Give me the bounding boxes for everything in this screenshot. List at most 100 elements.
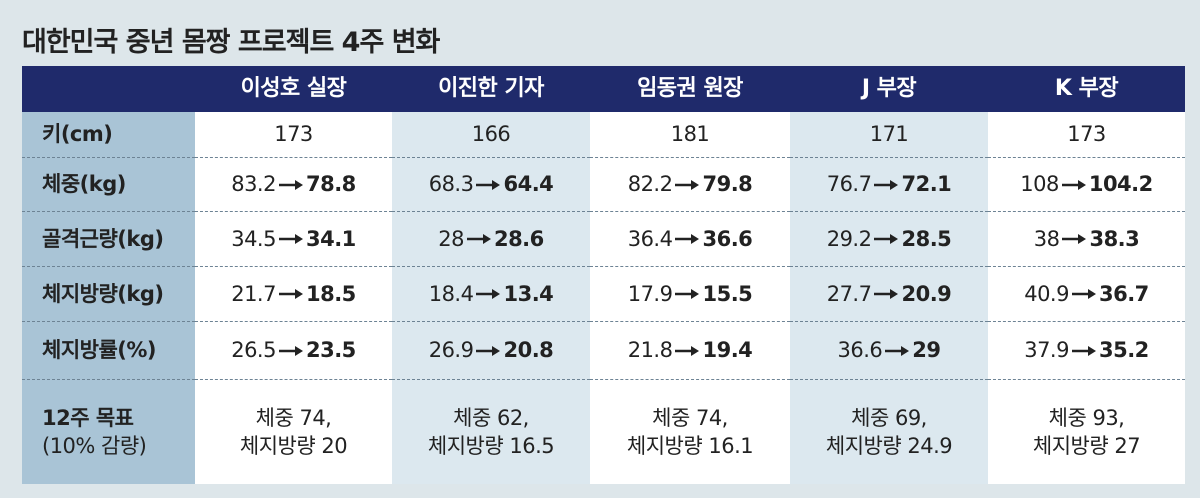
after-value: 72.1 <box>901 172 952 197</box>
after-value: 29 <box>912 338 941 363</box>
cell-value: 181 <box>670 122 710 147</box>
before-value: 28 <box>438 226 464 251</box>
cell: 36.4 36.6 <box>590 211 790 266</box>
cell: 76.7 72.1 <box>790 157 988 211</box>
cell: 18.4 13.4 <box>392 266 590 321</box>
change: 40.9 36.7 <box>1024 280 1149 308</box>
column-name: 이성호 실장 <box>240 76 347 102</box>
before-value: 26.9 <box>428 338 474 363</box>
row-label-line: (10% 감량) <box>42 434 147 458</box>
before-value: 108 <box>1020 172 1059 197</box>
change: 17.9 15.5 <box>628 280 753 308</box>
arrow <box>1061 179 1086 190</box>
column-name: 임동권 원장 <box>637 76 743 102</box>
cell-value: 166 <box>471 122 511 147</box>
header-cell: K 부장 <box>988 66 1185 112</box>
cell: 17.9 15.5 <box>590 266 790 321</box>
before-value: 34.5 <box>231 226 276 251</box>
cell: 108 104.2 <box>988 157 1185 211</box>
cell: 34.5 34.1 <box>195 211 392 266</box>
arrow <box>874 289 899 299</box>
arrow <box>1071 345 1096 356</box>
cell: 173 <box>195 112 392 157</box>
goal-line: 체지방량 20 <box>239 434 348 458</box>
arrow <box>675 234 700 244</box>
after-value: 79.8 <box>702 172 753 197</box>
row-label: 체지방률(%) <box>22 321 195 379</box>
before-value: 68.3 <box>428 172 474 197</box>
cell: 체중 69, 체지방량 24.9 <box>790 379 988 484</box>
cell: 37.9 35.2 <box>988 321 1185 379</box>
after-value: 23.5 <box>305 338 356 363</box>
arrow <box>1071 289 1096 299</box>
change: 34.5 34.1 <box>231 225 356 253</box>
row-label-text: 체중(kg) <box>42 172 126 197</box>
row-label-line: 12주 목표 <box>42 405 134 430</box>
cell: 체중 93, 체지방량 27 <box>988 379 1185 484</box>
arrow <box>278 289 303 299</box>
after-value: 64.4 <box>503 172 554 197</box>
goal-line: 체중 74, <box>652 405 728 430</box>
cell: 체중 62, 체지방량 16.5 <box>392 379 590 484</box>
cell: 68.3 64.4 <box>392 157 590 211</box>
goal-line: 체지방량 16.1 <box>626 434 754 458</box>
cell-value: 173 <box>274 122 313 147</box>
after-value: 38.3 <box>1089 226 1140 251</box>
cell: 36.6 29 <box>790 321 988 379</box>
row-label: 골격근량(kg) <box>22 211 195 266</box>
after-value: 104.2 <box>1088 172 1153 197</box>
goal-line: 체지방량 16.5 <box>427 434 555 458</box>
after-value: 28.5 <box>901 226 952 251</box>
cell: 40.9 36.7 <box>988 266 1185 321</box>
change: 108 104.2 <box>1020 170 1153 198</box>
after-value: 36.6 <box>702 226 753 251</box>
before-value: 36.4 <box>627 226 673 251</box>
after-value: 20.9 <box>901 281 952 306</box>
arrow <box>278 179 303 190</box>
goal-line: 체지방량 24.9 <box>825 434 953 458</box>
change: 76.7 72.1 <box>827 170 952 198</box>
row-label-text: 골격근량(kg) <box>42 226 164 251</box>
row-label: 12주 목표 (10% 감량) <box>22 379 195 484</box>
change: 26.5 23.5 <box>231 336 356 364</box>
after-value: 13.4 <box>503 281 554 306</box>
change: 36.6 29 <box>838 336 942 364</box>
before-value: 38 <box>1033 226 1060 251</box>
cell: 21.8 19.4 <box>590 321 790 379</box>
cell: 체중 74, 체지방량 16.1 <box>590 379 790 484</box>
header-cell <box>22 66 195 112</box>
change: 18.4 13.4 <box>429 280 554 308</box>
after-value: 18.5 <box>305 281 356 306</box>
arrow <box>675 179 700 190</box>
change: 27.7 20.9 <box>827 280 952 308</box>
before-value: 21.7 <box>231 281 276 306</box>
before-value: 27.7 <box>826 281 872 306</box>
change: 21.7 18.5 <box>231 280 356 308</box>
cell: 83.2 78.8 <box>195 157 392 211</box>
before-value: 83.2 <box>231 172 276 197</box>
before-value: 76.7 <box>826 172 872 197</box>
before-value: 26.5 <box>231 338 276 363</box>
column-name: 이진한 기자 <box>438 76 544 102</box>
cell: 28 28.6 <box>392 211 590 266</box>
cell: 181 <box>590 112 790 157</box>
header-cell: 임동권 원장 <box>590 66 790 112</box>
column-name: K 부장 <box>1054 76 1119 102</box>
arrow <box>278 345 303 356</box>
after-value: 36.7 <box>1098 281 1149 306</box>
after-value: 35.2 <box>1098 338 1149 363</box>
arrow <box>874 179 899 190</box>
before-value: 40.9 <box>1024 281 1069 306</box>
arrow <box>675 289 700 299</box>
arrow <box>476 289 501 299</box>
arrow <box>885 345 910 356</box>
arrow <box>278 234 303 244</box>
arrow <box>675 345 700 356</box>
after-value: 20.8 <box>503 338 554 363</box>
before-value: 29.2 <box>826 226 872 251</box>
change: 83.2 78.8 <box>231 170 356 198</box>
change: 37.9 35.2 <box>1024 336 1149 364</box>
title: 대한민국 중년 몸짱 프로젝트 4주 변화 <box>22 27 440 58</box>
header-cell: J 부장 <box>790 66 988 112</box>
